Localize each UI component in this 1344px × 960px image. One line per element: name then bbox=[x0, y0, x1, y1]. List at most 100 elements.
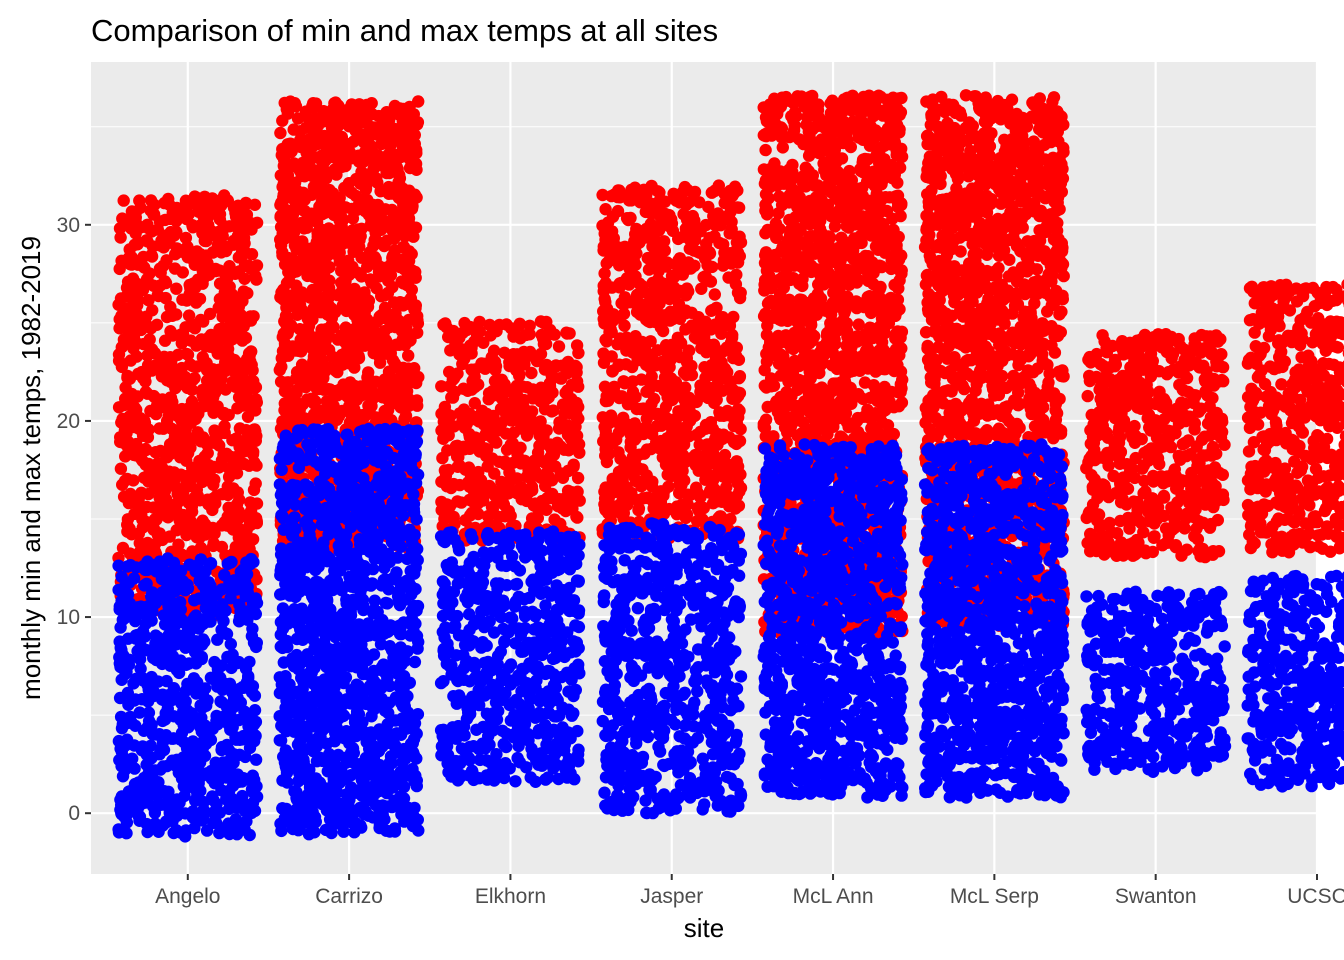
point-max bbox=[142, 294, 155, 307]
point-max bbox=[171, 496, 184, 509]
point-max bbox=[708, 288, 721, 301]
point-max bbox=[168, 473, 181, 486]
point-max bbox=[456, 357, 469, 371]
point-max bbox=[552, 340, 566, 353]
point-max bbox=[117, 333, 131, 346]
point-max bbox=[492, 424, 505, 437]
point-max bbox=[715, 356, 728, 369]
point-max bbox=[538, 403, 552, 416]
point-max bbox=[402, 372, 415, 385]
point-max bbox=[164, 325, 177, 338]
point-max bbox=[221, 480, 234, 493]
point-max bbox=[202, 399, 215, 412]
point-max bbox=[208, 527, 221, 540]
point-max bbox=[229, 206, 242, 220]
point-max bbox=[549, 359, 563, 372]
point-max bbox=[219, 449, 233, 462]
point-max bbox=[458, 316, 471, 330]
point-max bbox=[680, 352, 693, 365]
point-max bbox=[780, 262, 793, 276]
point-max bbox=[290, 279, 303, 292]
point-max bbox=[307, 302, 320, 315]
point-max bbox=[346, 224, 359, 237]
point-max bbox=[618, 240, 632, 253]
point-max bbox=[311, 119, 325, 132]
point-max bbox=[402, 349, 415, 362]
point-max bbox=[112, 401, 126, 414]
point-max bbox=[392, 187, 405, 200]
point-max bbox=[733, 485, 746, 498]
point-max bbox=[281, 386, 295, 399]
point-max bbox=[222, 501, 235, 514]
point-max bbox=[362, 366, 375, 379]
point-max bbox=[500, 443, 514, 456]
point-max bbox=[129, 410, 142, 423]
point-max bbox=[289, 100, 303, 113]
point-max bbox=[639, 358, 653, 371]
point-max bbox=[539, 457, 552, 470]
point-max bbox=[127, 342, 140, 355]
point-max bbox=[163, 530, 176, 543]
point-max bbox=[730, 268, 743, 281]
point-max bbox=[570, 339, 584, 352]
point-max bbox=[714, 459, 727, 472]
point-max bbox=[323, 183, 336, 197]
point-max bbox=[688, 233, 702, 247]
point-max bbox=[468, 480, 481, 493]
point-max bbox=[223, 301, 236, 314]
point-max bbox=[140, 310, 153, 323]
point-max bbox=[732, 372, 746, 385]
point-max bbox=[202, 268, 215, 281]
point-max bbox=[355, 173, 369, 186]
point-max bbox=[613, 358, 626, 371]
point-max bbox=[284, 299, 297, 313]
point-max bbox=[228, 316, 241, 329]
point-max bbox=[237, 285, 250, 298]
point-max bbox=[237, 457, 251, 471]
point-max bbox=[410, 163, 423, 176]
point-max bbox=[723, 493, 736, 506]
point-max bbox=[566, 486, 579, 499]
point-max bbox=[688, 409, 701, 423]
point-max bbox=[358, 290, 372, 304]
point-max bbox=[148, 198, 161, 212]
point-max bbox=[608, 188, 621, 201]
point-max bbox=[367, 162, 380, 175]
point-max bbox=[724, 247, 737, 260]
point-max bbox=[604, 231, 617, 245]
point-max bbox=[731, 386, 745, 399]
point-max bbox=[247, 434, 260, 447]
point-max bbox=[120, 281, 134, 294]
point-max bbox=[611, 204, 625, 218]
point-max bbox=[310, 138, 324, 151]
point-max bbox=[141, 431, 155, 444]
point-max bbox=[179, 231, 193, 245]
point-max bbox=[145, 248, 158, 262]
point-max bbox=[141, 235, 154, 248]
point-max bbox=[640, 491, 653, 505]
point-max bbox=[322, 166, 335, 179]
point-max bbox=[206, 377, 219, 390]
point-max bbox=[381, 286, 395, 300]
point-max bbox=[358, 110, 372, 123]
point-max bbox=[174, 451, 187, 464]
point-max bbox=[334, 234, 347, 247]
point-max bbox=[249, 477, 262, 490]
point-max bbox=[677, 438, 691, 451]
point-max bbox=[538, 363, 552, 376]
point-max bbox=[643, 403, 657, 417]
point-max bbox=[180, 347, 193, 361]
point-max bbox=[537, 316, 550, 330]
point-max bbox=[452, 345, 466, 359]
point-max bbox=[439, 317, 452, 330]
point-max bbox=[610, 433, 623, 446]
point-max bbox=[618, 319, 631, 332]
point-max bbox=[606, 314, 620, 327]
point-max bbox=[241, 410, 255, 423]
point-max bbox=[703, 486, 716, 499]
point-max bbox=[477, 336, 490, 349]
point-max bbox=[443, 499, 457, 513]
point-max bbox=[468, 397, 481, 410]
point-max bbox=[335, 213, 348, 227]
point-max bbox=[301, 242, 315, 255]
